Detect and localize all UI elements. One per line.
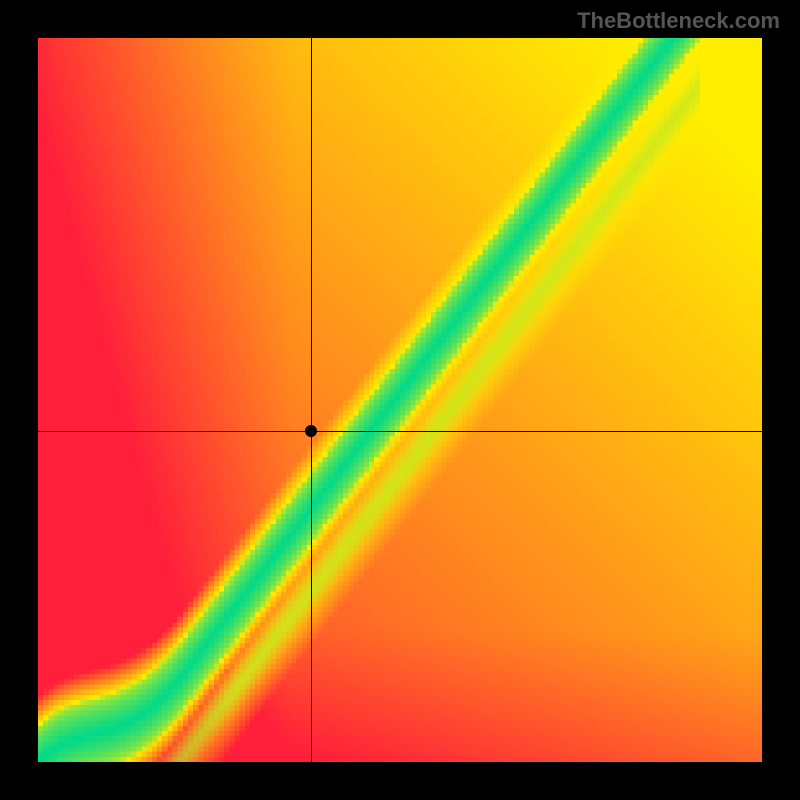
watermark-text: TheBottleneck.com [577,8,780,34]
crosshair-marker [305,425,317,437]
heatmap-plot [38,38,762,762]
heatmap-canvas [38,38,762,762]
crosshair-horizontal [38,431,762,432]
crosshair-vertical [311,38,312,762]
